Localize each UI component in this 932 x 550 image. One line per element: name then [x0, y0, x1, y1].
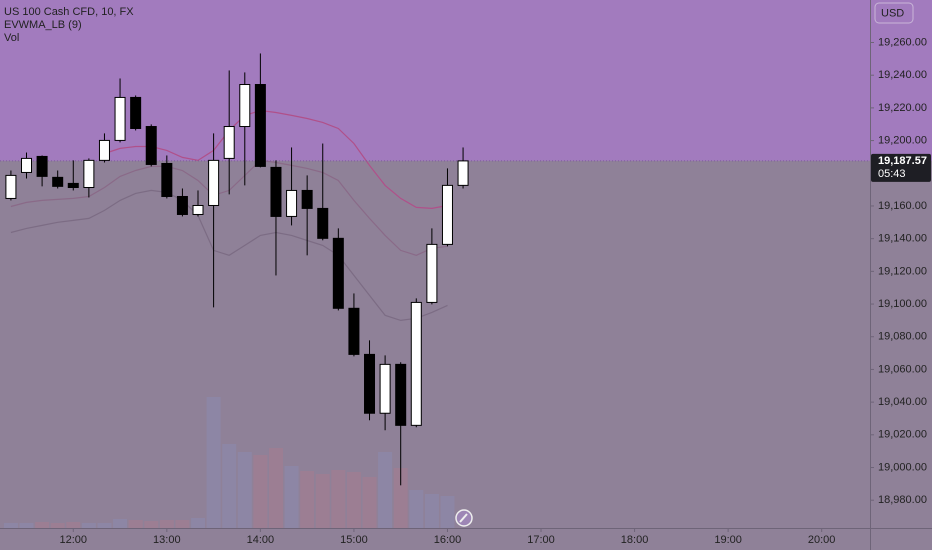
- y-tick-label: 19,160.00: [878, 200, 927, 212]
- y-tick-label: 19,100.00: [878, 298, 927, 310]
- candle-body: [239, 84, 251, 128]
- candle-body: [270, 166, 282, 217]
- x-tick-label: 17:00: [527, 534, 555, 546]
- y-tick-label: 19,200.00: [878, 134, 927, 146]
- y-tick-label: 19,220.00: [878, 102, 927, 114]
- indicator-line: [104, 109, 448, 210]
- currency-button[interactable]: [874, 2, 914, 24]
- candle-body: [83, 159, 95, 188]
- candle-body: [410, 301, 422, 426]
- volume-bar: [237, 452, 252, 528]
- volume-bar: [128, 520, 143, 528]
- volume-bar: [19, 523, 34, 528]
- candle-body: [36, 155, 48, 177]
- y-tick-label: 19,060.00: [878, 363, 927, 375]
- y-tick-label: 19,080.00: [878, 331, 927, 343]
- candle-body: [379, 363, 391, 414]
- candle-body: [395, 363, 407, 426]
- y-tick-label: 19,260.00: [878, 36, 927, 48]
- volume-bar: [331, 470, 346, 528]
- volume-bar: [222, 444, 237, 528]
- candle-body: [5, 174, 17, 199]
- volume-bar: [268, 448, 283, 528]
- volume-bar: [253, 455, 268, 528]
- y-tick-label: 18,980.00: [878, 494, 927, 506]
- candle-body: [286, 189, 298, 217]
- y-tick-label: 19,020.00: [878, 429, 927, 441]
- volume-label: Vol: [4, 32, 19, 44]
- x-tick-label: 14:00: [247, 534, 275, 546]
- candle-body: [52, 176, 64, 187]
- volume-bar: [424, 494, 439, 528]
- candle-body: [98, 139, 110, 161]
- volume-bar: [346, 472, 361, 528]
- plot: [0, 53, 870, 528]
- candle-body: [176, 195, 188, 215]
- volume-bar: [409, 490, 424, 528]
- volume-bar: [66, 522, 81, 528]
- volume-bar: [362, 477, 377, 528]
- candle-body: [317, 207, 329, 239]
- candle-body: [145, 126, 157, 165]
- x-tick-label: 20:00: [808, 534, 836, 546]
- candle-body: [21, 157, 33, 173]
- candle-body: [348, 307, 360, 355]
- indicator-label: EVWMA_LB (9): [4, 19, 82, 31]
- x-tick-label: 12:00: [60, 534, 88, 546]
- candle-body: [364, 353, 376, 414]
- candle-body: [67, 182, 79, 188]
- volume-bar: [159, 520, 174, 528]
- x-tick-label: 18:00: [621, 534, 649, 546]
- background-below: [0, 160, 932, 550]
- volume-bar: [144, 521, 159, 528]
- background-above: [0, 0, 932, 161]
- x-tick-label: 13:00: [153, 534, 181, 546]
- candle-body: [441, 184, 453, 245]
- candle-body: [332, 237, 344, 309]
- currency[interactable]: USD: [881, 7, 904, 19]
- y-tick-label: 19,140.00: [878, 233, 927, 245]
- y-tick-label: 19,000.00: [878, 461, 927, 473]
- candle-body: [130, 96, 142, 129]
- volume-bar: [206, 397, 221, 528]
- y-tick-label: 19,120.00: [878, 265, 927, 277]
- volume-bar: [175, 520, 190, 528]
- volume-bar: [440, 496, 455, 528]
- indicator-line: [10, 189, 448, 322]
- chart-title: US 100 Cash CFD, 10, FX: [4, 6, 134, 18]
- candle-body: [208, 159, 220, 206]
- candle-body: [161, 162, 173, 197]
- logo: [455, 509, 473, 527]
- volume-bar: [300, 471, 315, 528]
- volume-bar: [315, 474, 330, 528]
- candle-body: [301, 189, 313, 209]
- last-price-label: 19,187.57: [878, 155, 927, 167]
- volume-bar: [81, 523, 96, 528]
- x-tick-label: 16:00: [434, 534, 462, 546]
- candle-body: [223, 126, 235, 159]
- y-tick-label: 19,240.00: [878, 69, 927, 81]
- countdown: 05:43: [878, 168, 906, 180]
- candle-body: [254, 84, 266, 167]
- x-tick-label: 15:00: [340, 534, 368, 546]
- candle-body: [426, 243, 438, 303]
- volume-bar: [284, 466, 299, 528]
- volume-bar: [113, 519, 128, 528]
- volume-bar: [3, 523, 18, 528]
- volume-bar: [378, 452, 393, 528]
- volume-bar: [393, 468, 408, 528]
- volume-bar: [191, 518, 206, 528]
- candle-body: [457, 160, 469, 186]
- last-price-box: [871, 153, 931, 182]
- volume-bar: [97, 523, 112, 528]
- candle-body: [114, 96, 126, 141]
- candle-body: [192, 204, 204, 215]
- volume-bar: [35, 522, 50, 528]
- x-tick-label: 19:00: [714, 534, 742, 546]
- volume-bar: [50, 523, 65, 528]
- y-tick-label: 19,040.00: [878, 396, 927, 408]
